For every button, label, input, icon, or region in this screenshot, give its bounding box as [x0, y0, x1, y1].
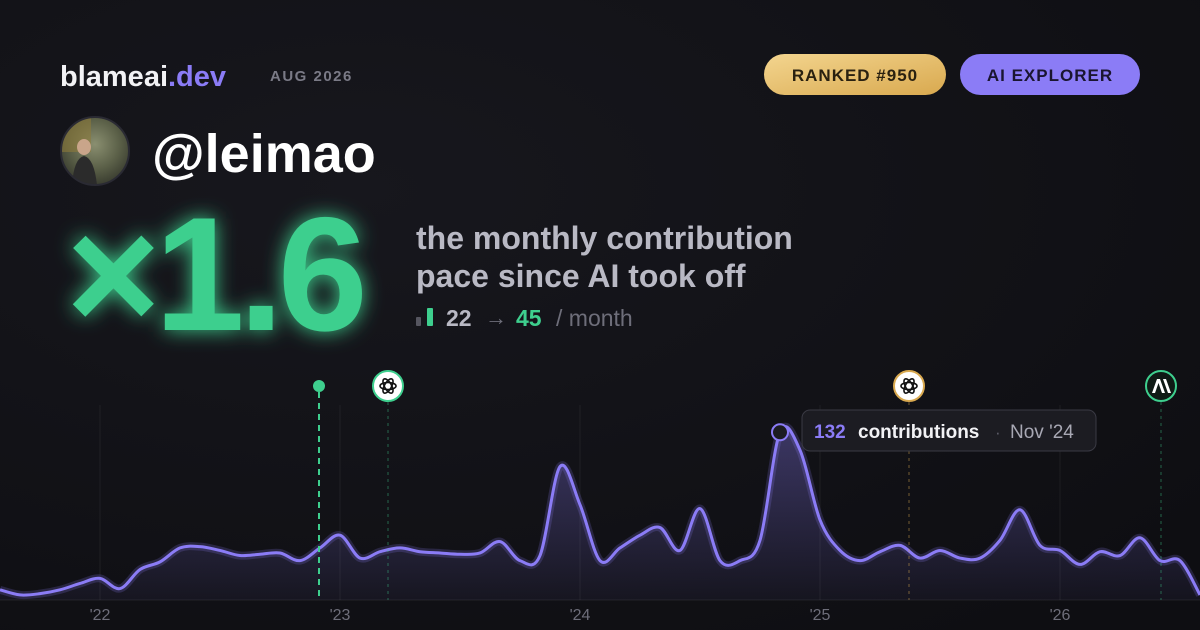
tooltip-label: contributions — [858, 422, 979, 443]
handle: @leimao — [152, 124, 376, 184]
brand-tld: .dev — [168, 61, 226, 93]
event-icon — [372, 370, 404, 402]
date: AUG 2026 — [270, 68, 353, 85]
pace-arrow: → — [485, 305, 507, 330]
brand: blameai.dev — [60, 61, 226, 93]
tooltip-count: 132 — [814, 422, 846, 443]
tooltip-date: Nov '24 — [1010, 422, 1074, 443]
multiplier: ×1.6 — [66, 184, 363, 365]
x-tick-label: '22 — [90, 607, 111, 624]
rank-badge-text: RANKED #950 — [792, 66, 918, 85]
pace-icon — [416, 317, 421, 326]
anthropic-logo — [1152, 379, 1171, 393]
explorer-badge-text: AI EXPLORER — [987, 66, 1113, 85]
explorer-badge — [960, 54, 1140, 95]
pace-to: 45 — [516, 305, 542, 331]
pace-icon — [427, 308, 433, 326]
x-tick-label: '25 — [810, 607, 831, 624]
tooltip — [801, 409, 1097, 452]
rank-badge — [764, 54, 946, 95]
pace-unit: / month — [556, 305, 633, 331]
pace-from: 22 — [446, 305, 472, 331]
avatar — [61, 117, 129, 185]
chart: '22 '23 '24 '25 '26 — [0, 405, 1200, 624]
avatar-ring — [60, 116, 130, 186]
openai-logo — [900, 378, 918, 394]
tooltip-separator: · — [995, 423, 1001, 442]
x-tick-label: '24 — [570, 607, 591, 624]
caption-line: the monthly contribution — [416, 220, 793, 256]
event-icon — [893, 370, 925, 402]
area — [0, 426, 1200, 600]
caption-line: pace since AI took off — [416, 258, 746, 294]
openai-logo — [379, 378, 397, 394]
x-tick-label: '23 — [330, 607, 351, 624]
event-dot — [313, 380, 325, 392]
line — [0, 425, 1200, 597]
brand-name: blameai — [60, 61, 168, 93]
peak-marker — [771, 423, 789, 442]
x-tick-label: '26 — [1050, 607, 1071, 624]
